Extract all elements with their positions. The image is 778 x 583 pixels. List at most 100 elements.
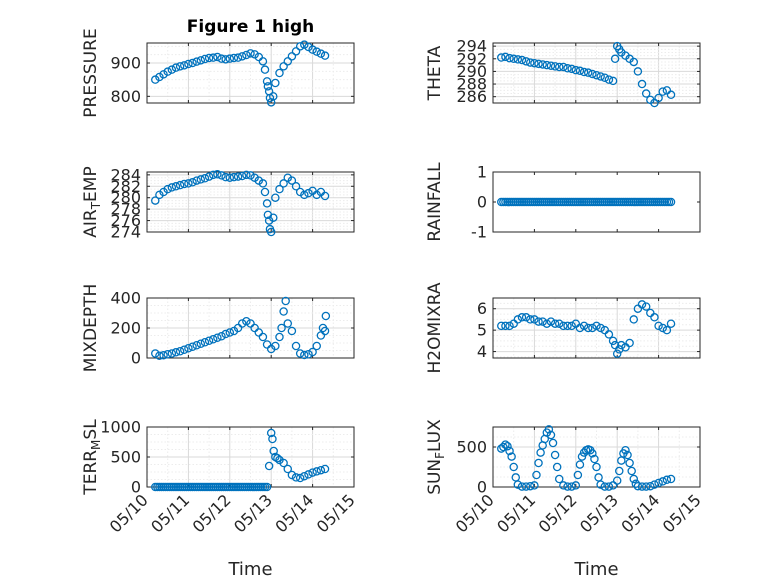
data-point xyxy=(287,176,297,185)
data-point xyxy=(295,349,305,358)
y-tick-label: 284 xyxy=(110,165,141,184)
data-point xyxy=(592,70,601,80)
data-point xyxy=(546,317,556,326)
data-point xyxy=(513,55,523,64)
data-point xyxy=(608,336,618,346)
axes-box xyxy=(492,42,701,104)
data-series xyxy=(151,40,330,107)
data-point xyxy=(499,442,508,452)
data-point xyxy=(300,40,309,49)
y-tick-label: 4 xyxy=(477,342,487,361)
data-point xyxy=(184,179,193,188)
data-point xyxy=(546,61,556,70)
y-axis-label: PRESSURE xyxy=(81,28,101,117)
data-point xyxy=(501,440,510,449)
data-point xyxy=(641,302,651,311)
data-point xyxy=(646,481,655,491)
data-point xyxy=(225,328,235,337)
data-point xyxy=(204,172,214,181)
data-point xyxy=(300,471,309,481)
data-point xyxy=(316,49,326,58)
data-point xyxy=(534,458,543,468)
data-point xyxy=(633,67,643,76)
data-point xyxy=(262,482,272,492)
data-point xyxy=(538,317,547,326)
data-series xyxy=(497,425,676,491)
data-point xyxy=(513,315,523,324)
data-point xyxy=(233,53,243,62)
data-series xyxy=(497,300,676,358)
data-point xyxy=(662,325,672,335)
data-point xyxy=(596,480,605,489)
data-point xyxy=(171,182,181,191)
data-point xyxy=(175,346,185,356)
data-point xyxy=(300,190,309,200)
data-point xyxy=(312,341,321,351)
y-tick-label: 6 xyxy=(477,299,487,318)
data-point xyxy=(196,56,206,65)
data-point xyxy=(604,482,614,491)
data-point xyxy=(579,321,589,331)
data-point xyxy=(163,184,172,194)
data-point xyxy=(200,54,210,64)
data-point xyxy=(666,197,676,207)
data-point xyxy=(159,351,168,360)
data-series xyxy=(151,296,331,360)
data-point xyxy=(268,434,277,444)
y-tick-label: 400 xyxy=(110,289,141,308)
data-point xyxy=(526,315,535,324)
data-point xyxy=(308,347,317,357)
y-tick-label: 278 xyxy=(110,200,141,219)
data-point xyxy=(283,319,293,328)
data-point xyxy=(279,62,288,71)
data-point xyxy=(583,68,593,77)
data-point xyxy=(505,53,514,63)
data-point xyxy=(192,176,201,185)
data-point xyxy=(242,170,251,180)
data-point xyxy=(530,315,539,324)
data-series xyxy=(151,170,330,237)
data-point xyxy=(517,313,527,322)
data-point xyxy=(608,76,618,86)
data-point xyxy=(279,179,288,188)
data-point xyxy=(612,349,622,358)
data-point xyxy=(260,65,270,74)
data-point xyxy=(188,58,197,68)
data-point xyxy=(204,53,214,63)
axes-box xyxy=(492,426,701,488)
data-point xyxy=(312,47,321,56)
data-point xyxy=(588,449,597,458)
data-point xyxy=(281,296,290,306)
data-point xyxy=(291,47,301,56)
data-point xyxy=(575,66,585,76)
data-point xyxy=(542,319,552,328)
y-tick-label: 0 xyxy=(477,193,487,212)
data-point xyxy=(579,67,589,77)
data-point xyxy=(650,313,659,322)
data-point xyxy=(163,67,172,76)
data-point xyxy=(304,470,313,479)
data-point xyxy=(625,338,634,348)
data-point xyxy=(275,332,284,342)
data-point xyxy=(266,227,276,237)
data-point xyxy=(287,470,297,480)
data-point xyxy=(151,349,160,358)
data-point xyxy=(550,319,560,328)
data-point xyxy=(155,351,164,360)
data-point xyxy=(573,470,583,480)
y-axis-label: TERRMSL xyxy=(81,419,103,496)
data-point xyxy=(275,68,284,78)
data-point xyxy=(273,453,282,463)
data-point xyxy=(213,333,222,342)
data-point xyxy=(321,311,331,321)
data-point xyxy=(271,193,280,202)
chart-title: Figure 1 high xyxy=(187,17,315,37)
y-axis-label: THETA xyxy=(425,45,445,101)
data-point xyxy=(526,481,535,491)
data-point xyxy=(552,462,562,472)
y-tick-label: 900 xyxy=(110,54,141,73)
data-point xyxy=(221,172,230,182)
data-point xyxy=(617,340,626,350)
data-point xyxy=(180,345,189,354)
